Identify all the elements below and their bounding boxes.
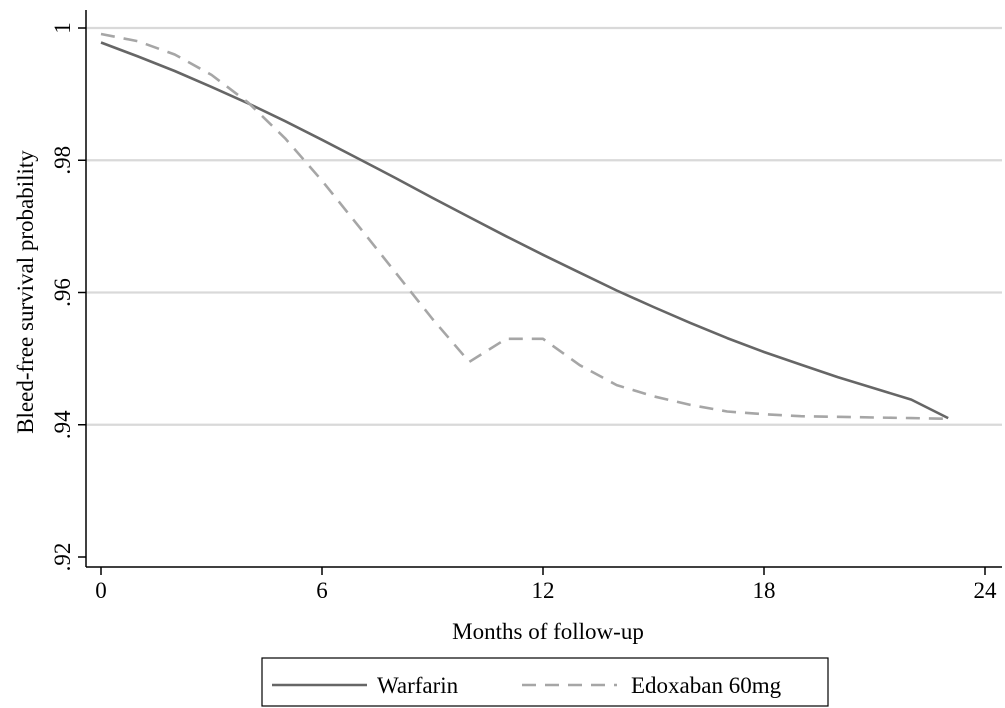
x-tick-label: 6 (316, 578, 328, 603)
legend-label-edoxaban: Edoxaban 60mg (631, 673, 782, 698)
y-tick-label: .92 (50, 543, 75, 572)
axes (85, 10, 1002, 568)
legend: Warfarin Edoxaban 60mg (261, 657, 829, 707)
series-line-0 (100, 41, 949, 420)
legend-label-warfarin: Warfarin (377, 673, 459, 698)
x-tick-label: 24 (974, 578, 998, 603)
x-ticks: 0 6 12 18 24 (95, 567, 997, 603)
y-tick-label: .98 (50, 146, 75, 175)
x-tick-label: 18 (753, 578, 776, 603)
legend-box (261, 657, 829, 707)
y-axis-title: Bleed-free survival probability (13, 150, 38, 434)
series-lines (100, 32, 949, 421)
y-tick-label: .94 (50, 410, 75, 439)
x-tick-label: 12 (532, 578, 555, 603)
gridlines (86, 26, 1002, 426)
x-tick-label: 0 (95, 578, 107, 603)
y-tick-label: .96 (50, 278, 75, 307)
x-axis-title: Months of follow-up (452, 619, 644, 644)
y-ticks: .92 .94 .96 .98 1 (50, 22, 86, 571)
y-tick-label: 1 (50, 22, 75, 34)
